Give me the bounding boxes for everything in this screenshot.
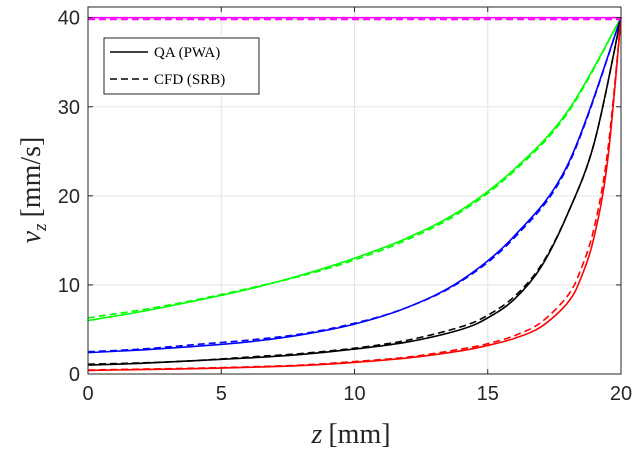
- y-axis-var: v: [16, 230, 47, 243]
- x-tick-label: 20: [610, 383, 632, 405]
- y-tick-label: 0: [69, 364, 80, 386]
- legend-label-qa: QA (PWA): [154, 45, 220, 61]
- x-tick-label: 15: [477, 383, 499, 405]
- series-line-0: [87, 17, 622, 322]
- y-axis-label: vz [mm/s]: [16, 137, 51, 244]
- series-line-5: [87, 17, 622, 365]
- x-tick-label: 0: [82, 383, 93, 405]
- x-axis-var: z: [310, 419, 322, 450]
- x-tick-label: 5: [216, 383, 227, 405]
- x-tick-label: 10: [343, 383, 365, 405]
- y-tick-label: 10: [58, 275, 80, 297]
- series-layer: [87, 16, 622, 372]
- series-line-7: [87, 17, 622, 371]
- y-tick-label: 40: [58, 8, 80, 30]
- axis-ticks: 0 5 10 15 20 0 10 20 30 40: [58, 7, 632, 405]
- legend-label-cfd: CFD (SRB): [154, 72, 225, 88]
- y-axis-unit: [mm/s]: [16, 137, 47, 218]
- x-axis-unit: [mm]: [328, 419, 390, 450]
- y-tick-label: 20: [58, 186, 80, 208]
- y-tick-label: 30: [58, 97, 80, 119]
- legend: QA (PWA) CFD (SRB): [103, 37, 260, 95]
- x-axis-label: z [mm]: [310, 419, 390, 450]
- y-axis-sub: z: [30, 223, 51, 232]
- series-line-3: [87, 17, 622, 353]
- legend-box: [103, 37, 260, 95]
